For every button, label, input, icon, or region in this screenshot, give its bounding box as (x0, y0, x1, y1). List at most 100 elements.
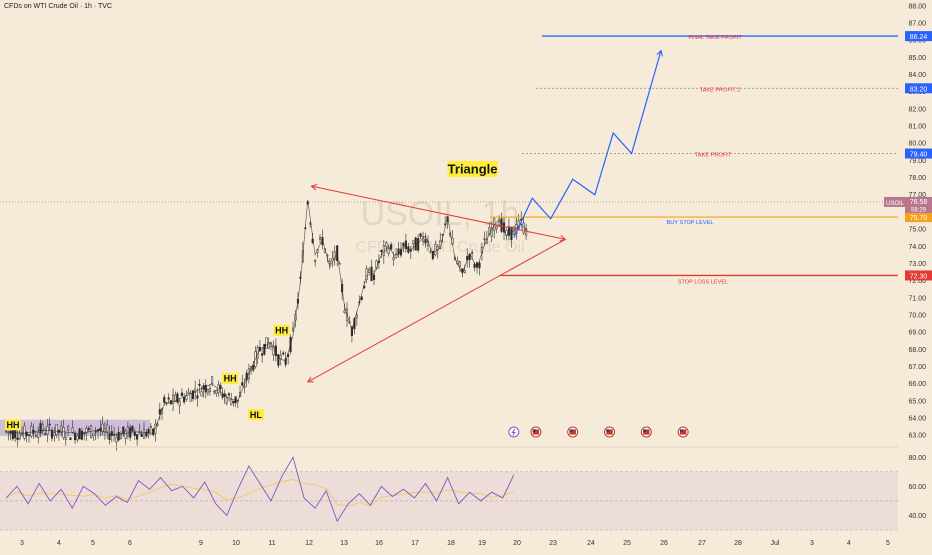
price-tick-label: 77.00 (908, 192, 926, 199)
annotation-bg (5, 419, 21, 431)
candle-body (145, 431, 148, 437)
price-tick-label: 85.00 (908, 55, 926, 62)
price-tick-label: 71.00 (908, 295, 926, 302)
candle-body (478, 262, 481, 269)
candle-body (78, 428, 81, 440)
symbol-badge-text: USOIL (886, 201, 905, 207)
candle-body (163, 396, 166, 403)
level-badge (905, 212, 932, 223)
candle-body (16, 437, 19, 440)
candle-body (507, 226, 510, 236)
countdown-text: 58:29 (911, 207, 927, 213)
candle-body (221, 393, 224, 398)
candle-body (140, 433, 143, 437)
price-series-line (5, 199, 529, 436)
candle-body (158, 409, 161, 415)
candle-body (417, 238, 420, 251)
candle-body (355, 314, 358, 319)
candle-body (252, 365, 255, 371)
candle-body (133, 431, 136, 436)
candle-body (227, 393, 231, 396)
candle-body (392, 257, 395, 261)
candle-body (115, 436, 118, 443)
candle-body (27, 434, 31, 436)
us-flag-stripes (569, 429, 576, 435)
annotation-bg (222, 372, 239, 384)
annotation-label: HH (275, 326, 288, 336)
us-flag-canton (532, 429, 536, 432)
candle-body (365, 268, 368, 280)
candle-body (498, 221, 501, 227)
candle-body (382, 245, 385, 256)
triangle-arrowhead (306, 376, 314, 383)
price-tick-label: 84.00 (908, 72, 926, 79)
time-tick-label: 28 (734, 540, 742, 547)
level-badge (905, 270, 932, 281)
candle-body (219, 385, 222, 390)
time-tick-label: 13 (340, 540, 348, 547)
candle-body (431, 251, 434, 259)
candle-body (191, 390, 194, 399)
time-tick-label: 6 (128, 540, 132, 547)
us-flag-stripes (606, 429, 613, 435)
candle-body (122, 426, 125, 434)
candle-body (282, 352, 285, 355)
candle-body (67, 426, 70, 431)
rsi-tick-label: 60.00 (908, 484, 926, 491)
candle-body (215, 389, 218, 394)
price-tick-label: 67.00 (908, 364, 926, 371)
candle-body (41, 424, 44, 432)
candle-body (126, 426, 129, 437)
annotation-label: Triangle (448, 162, 498, 177)
candle-body (390, 244, 393, 250)
us-flag-canton (606, 429, 610, 432)
level-badge-text: 83.20 (910, 86, 928, 93)
candle-body (37, 431, 40, 439)
candle-body (136, 434, 139, 440)
candle-body (172, 394, 175, 404)
time-tick-label: 19 (478, 540, 486, 547)
candle-body (213, 390, 216, 393)
candle-body (53, 432, 56, 436)
rsi-tick-label: 40.00 (908, 513, 926, 520)
us-flag-canton (643, 429, 647, 432)
level-label: TAKE PROFIT 2 (700, 87, 741, 93)
candle-body (211, 376, 214, 384)
time-tick-label: 5 (886, 540, 890, 547)
candle-body (167, 397, 170, 400)
candle-body (272, 346, 275, 356)
us-flag-stripes (532, 429, 540, 435)
candle-body (124, 430, 127, 439)
candle-body (419, 233, 422, 237)
candle-body (198, 383, 201, 386)
price-tick-label: 75.00 (908, 227, 926, 234)
candle-body (230, 399, 233, 406)
time-tick-label: 23 (549, 540, 557, 547)
candle-body (18, 433, 21, 440)
time-tick-label: 3 (810, 540, 814, 547)
candle-body (176, 393, 179, 403)
candle-body (458, 261, 461, 267)
candle-body (468, 253, 471, 261)
chart-title: CFDs on WTI Crude Oil · 1h · TVC (4, 3, 113, 10)
symbol-badge (884, 196, 906, 207)
current-price-text: 76.58 (910, 199, 928, 206)
candle-body (279, 354, 282, 360)
level-badge-text: 86.24 (910, 34, 928, 41)
price-tick-label: 63.00 (908, 433, 926, 440)
candle-body (62, 427, 65, 438)
time-tick-label: 20 (513, 540, 521, 547)
candle-body (200, 391, 203, 397)
price-tick-label: 74.00 (908, 244, 926, 251)
price-tick-label: 80.00 (908, 141, 926, 148)
time-tick-label: Jul (771, 540, 780, 547)
candle-body (412, 240, 415, 245)
annotation-label: HL (250, 410, 262, 420)
candle-body (380, 250, 383, 253)
candle-body (34, 435, 37, 438)
candle-body (106, 424, 109, 433)
price-tick-label: 72.00 (908, 278, 926, 285)
time-tick-label: 10 (232, 540, 240, 547)
